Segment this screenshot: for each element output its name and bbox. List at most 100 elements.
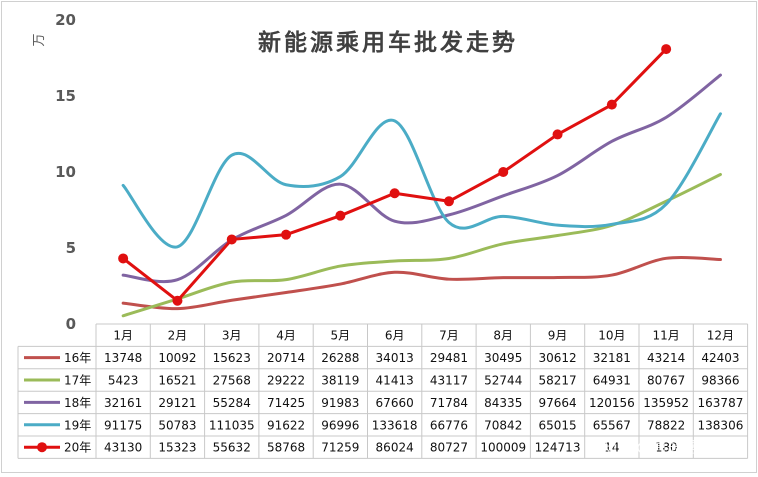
table-cell: 29481 [430,351,468,365]
table-cell: 124713 [535,441,581,455]
table-cell: 38119 [321,374,359,388]
table-cell: 80767 [647,374,685,388]
table-cell: 138306 [698,418,744,432]
x-tick-label: 12月 [707,329,734,343]
table-cell: 67660 [376,396,414,410]
table-cell: 15323 [158,441,196,455]
y-tick-label: 15 [55,87,76,105]
table-cell: 20714 [267,351,305,365]
table-cell: 42403 [701,351,739,365]
table-cell: 66776 [430,418,468,432]
chart-title: 新能源乘用车批发走势 [258,29,518,56]
table-cell: 96996 [321,418,359,432]
series-line-1 [121,255,722,311]
table-cell: 78822 [647,418,685,432]
y-tick-label: 20 [55,11,76,29]
table-cell: 29121 [158,396,196,410]
series-line-2 [121,172,722,318]
x-tick-label: 7月 [439,329,459,343]
x-tick-label: 9月 [548,329,568,343]
table-cell: 58217 [538,374,576,388]
data-point-marker [226,234,237,245]
table-cell: 15623 [213,351,251,365]
data-point-marker [552,129,563,140]
table-cell: 91622 [267,418,305,432]
x-tick-label: 8月 [493,329,513,343]
data-point-marker [118,253,129,264]
table-cell: 84335 [484,396,522,410]
table-cell: 120156 [589,396,635,410]
table-cell: 55632 [213,441,251,455]
table-cell: 52744 [484,374,522,388]
table-cell: 86024 [376,441,414,455]
y-tick-label: 10 [55,163,76,181]
data-point-marker [498,166,509,177]
data-point-marker [443,196,454,207]
table-cell: 58768 [267,441,305,455]
table-cell: 43214 [647,351,685,365]
legend-label: 19年 [64,418,91,432]
table-cell: 71784 [430,396,468,410]
table-cell: 43130 [104,441,142,455]
table-cell: 13748 [104,351,142,365]
table-cell: 34013 [376,351,414,365]
table-cell: 29222 [267,374,305,388]
table-cell: 100009 [480,441,526,455]
legend-marker [37,442,47,453]
table-cell: 30495 [484,351,522,365]
table-cell: 5423 [108,374,139,388]
table-cell: 65015 [538,418,576,432]
table-cell: 64931 [593,374,631,388]
data-point-marker [335,210,346,221]
table-cell: 91175 [104,418,142,432]
table-cell: 135952 [643,396,689,410]
table-cell: 55284 [213,396,251,410]
table-cell: 163787 [698,396,744,410]
table-cell: 30612 [538,351,576,365]
table-cell: 32161 [104,396,142,410]
plot-lines [118,44,722,318]
x-tick-label: 4月 [276,329,296,343]
legend-label: 20年 [64,441,91,455]
table-cell: 27568 [213,374,251,388]
y-tick-label: 0 [66,315,76,333]
data-point-marker [389,188,400,199]
y-axis-ticks: 0 5 10 15 20 [55,11,76,333]
table-cell: 180 [655,441,678,455]
table-cell: 43117 [430,374,468,388]
x-tick-label: 3月 [222,329,242,343]
table-cell: 65567 [593,418,631,432]
legend-label: 18年 [64,396,91,410]
table-cell: 71259 [321,441,359,455]
y-tick-label: 5 [66,239,76,257]
table-cell: 70842 [484,418,522,432]
table-cell: 97664 [538,396,576,410]
table-cell: 80727 [430,441,468,455]
x-tick-label: 1月 [113,329,133,343]
legend-label: 16年 [64,351,91,365]
x-tick-label: 10月 [598,329,625,343]
table-cell: 41413 [376,374,414,388]
x-tick-label: 11月 [653,329,680,343]
data-point-marker [281,229,292,240]
legend-label: 17年 [64,374,91,388]
table-cell: 91983 [321,396,359,410]
table-cell: 111035 [209,418,255,432]
x-tick-label: 2月 [168,329,188,343]
series-line-4 [121,112,722,249]
table-cell: 50783 [158,418,196,432]
table-cell: 14 [604,441,619,455]
data-table: 1月 2月 3月 4月 5月 6月 7月 8月 9月 10月 11月 12月 16年 13748 10092… [17,323,749,459]
x-tick-label: 5月 [331,329,351,343]
table-cell: 10092 [158,351,196,365]
data-point-marker [606,99,617,110]
data-point-marker [661,44,672,55]
data-point-marker [172,295,183,306]
table-cell: 32181 [593,351,631,365]
table-cell: 26288 [321,351,359,365]
series-line-3 [121,73,722,284]
table-cell: 71425 [267,396,305,410]
y-axis-unit: 万 [32,33,47,46]
